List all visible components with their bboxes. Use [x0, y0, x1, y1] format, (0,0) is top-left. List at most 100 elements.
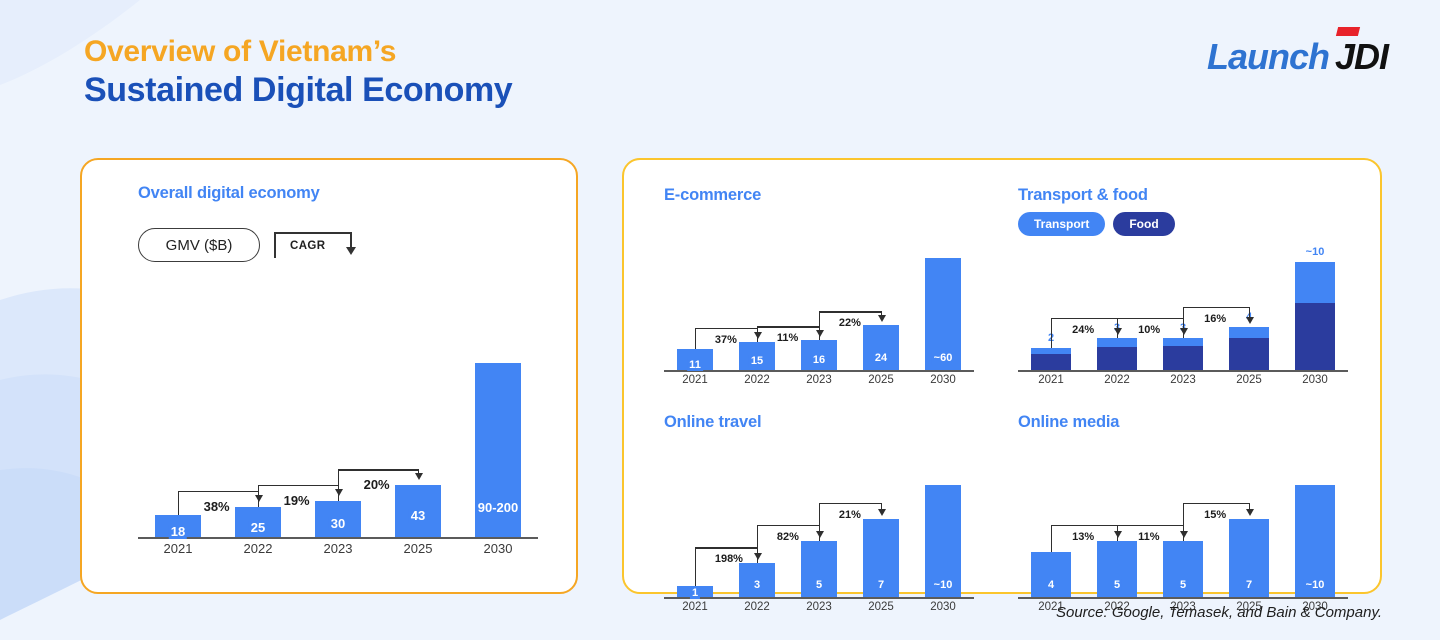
cagr-connector-horizontal [338, 469, 418, 471]
chart-plot-area: 11 2021 15 2022 16 2023 24 2025 ~60 2030 37% 11% 22% [664, 248, 974, 396]
cagr-legend-label: CAGR [290, 240, 326, 252]
cagr-value-label: 38% [203, 499, 230, 514]
chart-ecommerce: 11 2021 15 2022 16 2023 24 2025 ~60 2030 37% 11% 22% [664, 248, 974, 396]
bar-value-label: 24 [872, 352, 890, 365]
chart-axis-line [664, 597, 974, 599]
cagr-value-label: 15% [1204, 508, 1227, 521]
legend-pill-transport-label: Transport [1034, 217, 1090, 231]
cagr-connector-right [418, 469, 420, 474]
bar-segment-transport [1163, 337, 1203, 347]
panel-heading-online-travel: Online travel [664, 413, 762, 431]
axis-tick-label: 2030 [930, 601, 956, 613]
chart-plot-area: 18 2021 25 2022 30 2023 43 2025 90-200 2030 38% 19%… [138, 286, 538, 571]
cagr-connector-left [757, 525, 759, 564]
cagr-connector-left [178, 491, 180, 516]
arrow-down-icon [1245, 508, 1254, 516]
bar-segment-transport [1295, 262, 1335, 304]
chart-plot-area: 4 2021 5 2022 5 2023 7 2025 ~10 2030 13% 11% 15% [1018, 475, 1348, 623]
cagr-legend-arrow-stem [350, 232, 352, 250]
cagr-legend-bracket-top [274, 232, 352, 234]
cagr-connector-left [819, 311, 821, 341]
axis-tick-label: 2023 [1170, 601, 1196, 613]
bar-column[interactable] [1097, 337, 1137, 370]
chart-axis-line [138, 537, 538, 539]
bar-column[interactable] [1031, 348, 1071, 370]
bar-value-label: 15 [748, 354, 766, 367]
bar-column[interactable] [1295, 262, 1335, 370]
cagr-connector-horizontal [1117, 317, 1183, 319]
cagr-connector-horizontal [819, 311, 881, 313]
bar-column[interactable] [925, 258, 961, 370]
axis-tick-label: 2025 [403, 541, 433, 556]
bar-value-label: 16 [810, 353, 828, 366]
bar-column[interactable] [1163, 337, 1203, 370]
arrow-down-icon [414, 473, 423, 481]
cagr-connector-left [819, 502, 821, 541]
cagr-connector-right [1249, 306, 1251, 317]
bar-fill [1295, 485, 1335, 597]
cagr-value-label: 10% [1138, 323, 1161, 336]
panel-heading-transport-food: Transport & food [1018, 186, 1148, 204]
cagr-connector-horizontal [1051, 317, 1117, 319]
bar-value-label: 90-200 [475, 500, 521, 516]
axis-tick-label: 2022 [744, 374, 770, 386]
axis-tick-label: 2030 [1302, 374, 1328, 386]
gmv-metric-pill: GMV ($B) [138, 228, 260, 262]
cagr-connector-horizontal [695, 328, 757, 330]
bar-value-label: 5 [1111, 579, 1123, 592]
chart-online-media: 4 2021 5 2022 5 2023 7 2025 ~10 2030 13% 11% 15% [1018, 475, 1348, 623]
bar-value-label: 3 [751, 579, 763, 592]
axis-tick-label: 2023 [806, 374, 832, 386]
cagr-connector-horizontal [1117, 525, 1183, 527]
cagr-value-label: 11% [776, 332, 799, 345]
axis-tick-label: 2030 [930, 374, 956, 386]
bar-value-label: 7 [875, 579, 887, 592]
bar-value-label: ~10 [1303, 579, 1327, 592]
bar-segment-food [1163, 346, 1203, 370]
page-header: Overview of Vietnam’s Sustained Digital … [84, 34, 513, 112]
bar-value-label: ~60 [931, 352, 955, 365]
cagr-connector-left [1117, 317, 1119, 338]
source-note: Source: Google, Temasek, and Bain & Comp… [1055, 604, 1382, 621]
cagr-connector-right [881, 311, 883, 316]
bar-value-label: 5 [1177, 579, 1189, 592]
cagr-value-label: 37% [714, 334, 737, 346]
cagr-value-label: 24% [1072, 323, 1095, 336]
arrow-down-icon [877, 315, 886, 323]
bar-value-label: ~10 [1305, 246, 1325, 258]
cagr-connector-left [1183, 306, 1185, 338]
bar-column[interactable] [1229, 326, 1269, 370]
legend-pill-food[interactable]: Food [1113, 212, 1175, 236]
cagr-value-label: 13% [1072, 531, 1095, 543]
bar-segment-transport [1097, 337, 1137, 348]
cagr-value-label: 19% [283, 493, 310, 508]
axis-tick-label: 2025 [868, 374, 894, 386]
bar-column[interactable] [925, 485, 961, 597]
cagr-connector-left [1051, 525, 1053, 553]
axis-tick-label: 2022 [1104, 374, 1130, 386]
cagr-connector-right [1249, 502, 1251, 509]
bar-column[interactable] [1295, 485, 1335, 597]
cagr-value-label: 198% [714, 553, 743, 566]
cagr-connector-left [757, 326, 759, 342]
cagr-connector-left [695, 328, 697, 350]
chart-plot-area: 1 2021 3 2022 5 2023 7 2025 ~10 2030 198% 82% 21% [664, 475, 974, 623]
logo-jdi-text: JDI [1334, 27, 1389, 77]
cagr-connector-left [1051, 317, 1053, 349]
page-title-line1: Overview of Vietnam’s [84, 35, 397, 68]
cagr-connector-horizontal [695, 547, 757, 549]
bar-segment-food [1097, 347, 1137, 370]
cagr-connector-horizontal [819, 502, 881, 504]
axis-tick-label: 2021 [1038, 601, 1064, 613]
bar-value-label: 1 [689, 587, 701, 600]
cagr-connector-left [258, 485, 260, 507]
chart-axis-line [664, 370, 974, 372]
axis-tick-label: 2021 [682, 374, 708, 386]
cagr-connector-left [1117, 525, 1119, 541]
legend-pill-transport[interactable]: Transport [1018, 212, 1106, 236]
cagr-value-label: 20% [363, 477, 390, 493]
logo-jdi-label: JDI [1334, 36, 1389, 77]
cagr-legend: CAGR [274, 228, 370, 262]
